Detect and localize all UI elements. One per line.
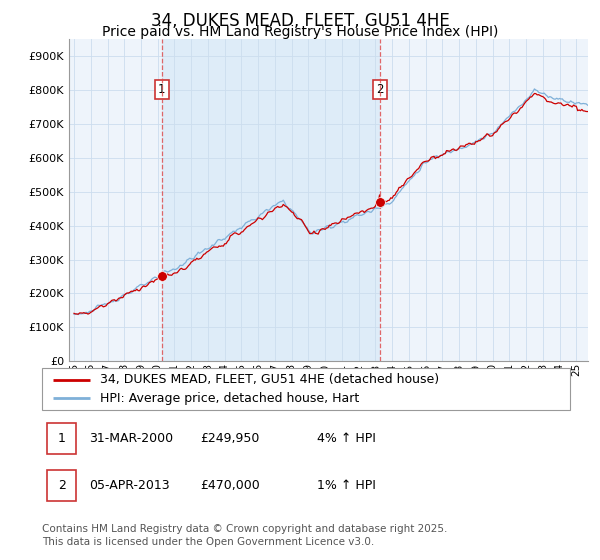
Text: 4% ↑ HPI: 4% ↑ HPI	[317, 432, 376, 445]
Text: 2: 2	[58, 479, 66, 492]
Text: HPI: Average price, detached house, Hart: HPI: Average price, detached house, Hart	[100, 391, 359, 405]
Text: Price paid vs. HM Land Registry's House Price Index (HPI): Price paid vs. HM Land Registry's House …	[102, 25, 498, 39]
Text: 31-MAR-2000: 31-MAR-2000	[89, 432, 173, 445]
FancyBboxPatch shape	[47, 423, 76, 455]
Text: 1% ↑ HPI: 1% ↑ HPI	[317, 479, 376, 492]
Text: 1: 1	[158, 83, 166, 96]
FancyBboxPatch shape	[47, 470, 76, 502]
Text: 2: 2	[376, 83, 383, 96]
Text: £470,000: £470,000	[200, 479, 260, 492]
Text: 1: 1	[58, 432, 66, 445]
Text: 34, DUKES MEAD, FLEET, GU51 4HE: 34, DUKES MEAD, FLEET, GU51 4HE	[151, 12, 449, 30]
Text: 34, DUKES MEAD, FLEET, GU51 4HE (detached house): 34, DUKES MEAD, FLEET, GU51 4HE (detache…	[100, 373, 439, 386]
Text: Contains HM Land Registry data © Crown copyright and database right 2025.
This d: Contains HM Land Registry data © Crown c…	[42, 524, 448, 547]
Text: £249,950: £249,950	[200, 432, 260, 445]
Text: 05-APR-2013: 05-APR-2013	[89, 479, 170, 492]
FancyBboxPatch shape	[42, 368, 570, 410]
Bar	[162, 39, 380, 361]
